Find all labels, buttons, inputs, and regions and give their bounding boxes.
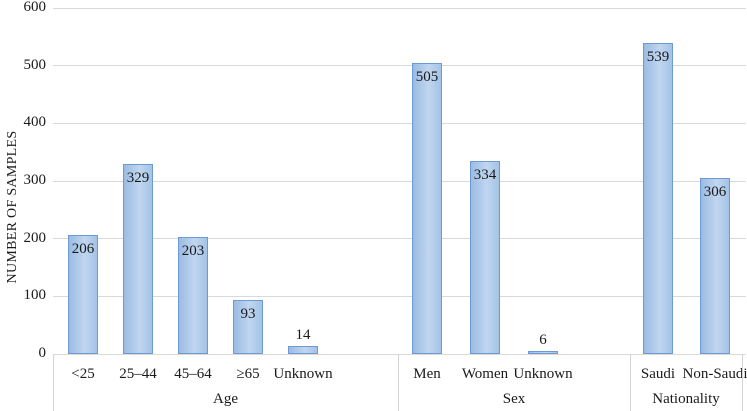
gridline (53, 353, 746, 355)
axis-separator (53, 354, 54, 411)
y-tick-label: 0 (38, 345, 47, 361)
y-tick-label: 200 (23, 229, 47, 246)
y-tick-label: 400 (23, 114, 47, 131)
bar (178, 236, 208, 354)
axis-separator (742, 354, 743, 411)
group-label: Sex (502, 391, 526, 407)
bar (123, 164, 153, 354)
axis-separator (398, 354, 399, 411)
bar-value-label: 93 (240, 306, 256, 323)
bar-value-label: 334 (473, 167, 497, 184)
category-tick-label: Unknown (513, 366, 573, 382)
bar-value-label: 505 (415, 68, 439, 85)
category-tick-label: Non-Saudi (682, 366, 747, 382)
gridline (53, 7, 746, 9)
category-tick-label: Men (413, 366, 441, 382)
gridline (53, 295, 746, 297)
bar (528, 350, 558, 354)
y-tick-label: 500 (23, 56, 47, 73)
bar (643, 43, 673, 354)
group-label: Age (213, 391, 238, 407)
y-axis-title: NUMBER OF SAMPLES (5, 130, 20, 284)
category-tick-label: Saudi (640, 366, 676, 382)
bar (700, 177, 730, 354)
category-tick-label: Unknown (273, 366, 333, 382)
y-tick-label: 600 (23, 0, 47, 15)
bar-value-label: 206 (71, 241, 95, 258)
bar-value-label: 203 (181, 242, 205, 259)
gridline (53, 122, 746, 124)
bar (412, 62, 442, 354)
axis-separator (630, 354, 631, 411)
gridline (53, 65, 746, 67)
group-label: Nationality (652, 391, 720, 407)
bar-value-label: 329 (126, 170, 150, 187)
category-tick-label: 25–44 (119, 366, 157, 382)
category-tick-label: <25 (71, 366, 95, 382)
bar-value-label: 14 (295, 326, 311, 343)
y-tick-label: 300 (23, 172, 47, 188)
bar-value-label: 539 (646, 49, 670, 66)
category-tick-label: 45–64 (174, 366, 212, 382)
bar-value-label: 6 (539, 331, 547, 348)
y-tick-label: 100 (23, 287, 47, 304)
category-tick-label: ≥65 (236, 366, 260, 382)
bar (68, 235, 98, 354)
bar-value-label: 306 (703, 183, 727, 200)
bar (470, 161, 500, 354)
gridline (53, 180, 746, 182)
bar (288, 345, 318, 354)
bar (233, 300, 263, 354)
gridline (53, 238, 746, 240)
category-tick-label: Women (461, 366, 509, 382)
